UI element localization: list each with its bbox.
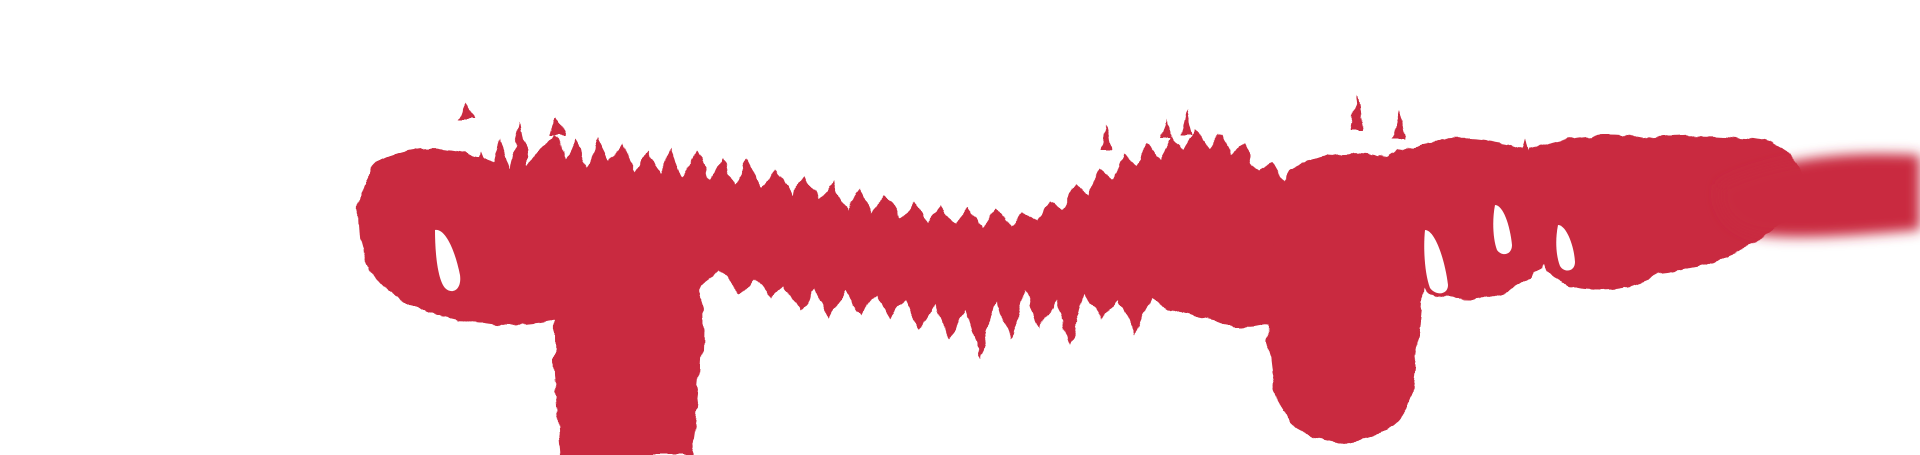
- right-drip-column: [1268, 153, 1427, 443]
- tree-spires: [458, 95, 1532, 165]
- left-drip-column: [553, 245, 702, 455]
- right-soft-tail: [1719, 153, 1920, 238]
- central-forest-band: [470, 120, 1310, 360]
- right-brush-blob-3: [1555, 135, 1805, 276]
- ink-layer: [358, 95, 1805, 455]
- white-drip-accents: [435, 205, 1575, 294]
